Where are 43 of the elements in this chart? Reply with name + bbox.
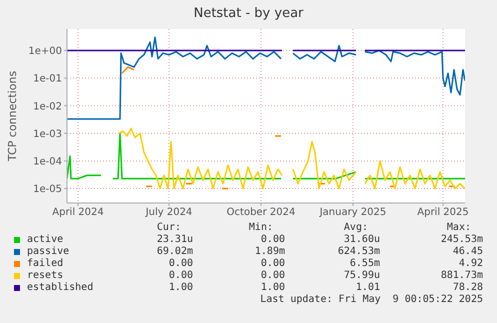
text: 881.73m (440, 270, 483, 281)
x-tick-label: January 2025 (318, 207, 386, 218)
legend-label: failed (26, 258, 64, 269)
text: 0.00 (260, 234, 285, 245)
legend-label: established (26, 282, 94, 293)
text: 46.45 (452, 246, 483, 257)
x-tick-label: April 2024 (52, 207, 104, 218)
text: Max: (446, 222, 471, 233)
y-tick-label: 1e-03 (33, 128, 62, 140)
text: 78.28 (452, 282, 483, 293)
text: 0.00 (168, 270, 193, 281)
text: Min: (248, 222, 273, 233)
y-tick-label: 1e-02 (33, 101, 62, 112)
y-tick-label: 1e-01 (33, 74, 62, 85)
text: 0.00 (260, 270, 285, 281)
text: 1.01 (356, 282, 380, 293)
x-tick-label: July 2024 (144, 207, 192, 218)
text: 245.53m (440, 234, 483, 245)
text: 1.89m (254, 246, 285, 257)
text: 4.92 (458, 258, 483, 269)
text: 624.53m (338, 246, 380, 257)
y-tick-label: 1e-04 (33, 156, 62, 168)
text: 6.55m (350, 258, 380, 269)
text: 1.00 (168, 282, 193, 293)
legend-label: active (26, 234, 64, 245)
x-tick-label: October 2024 (226, 207, 296, 218)
text: 75.99u (344, 270, 380, 281)
text: 1.00 (260, 282, 285, 293)
text: Last update: Fri May 9 00:05:22 2025 (260, 294, 483, 305)
y-tick-label: 1e+00 (28, 46, 62, 58)
legend-label: resets (26, 270, 64, 281)
y-axis-title: TCP connections (6, 70, 19, 162)
text: 0.00 (260, 258, 285, 269)
chart-title: Netstat - by year (192, 6, 304, 21)
text: 23.31u (156, 234, 193, 245)
text: Cur: (156, 222, 181, 233)
text: Avg: (344, 222, 368, 233)
x-tick-label: April 2025 (417, 207, 469, 218)
y-tick-label: 1e-05 (33, 184, 62, 196)
legend-label: passive (26, 246, 70, 257)
text: 69.02m (156, 246, 193, 257)
text: 31.60u (344, 234, 380, 245)
text: 0.00 (168, 258, 193, 269)
